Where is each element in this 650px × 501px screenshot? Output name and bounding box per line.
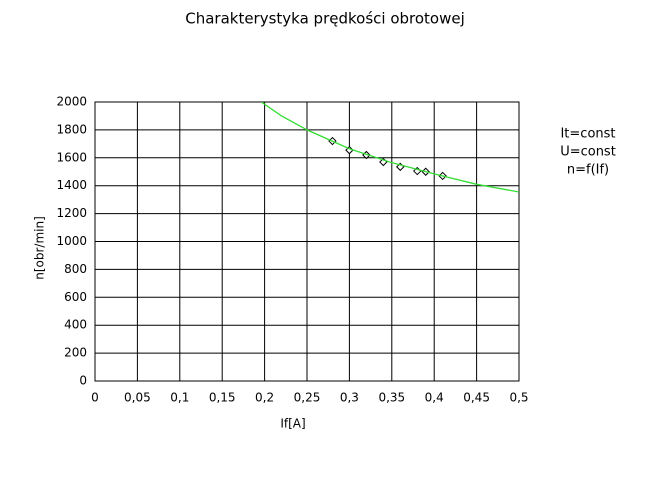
x-tick-label: 0,4 [425, 391, 444, 405]
trend-line [260, 102, 519, 193]
y-tick-label: 600 [64, 290, 87, 304]
y-tick-label: 800 [64, 262, 87, 276]
y-tick-label: 1200 [56, 206, 87, 220]
x-tick-label: 0,5 [509, 391, 528, 405]
x-tick-label: 0,25 [294, 391, 321, 405]
y-tick-label: 200 [64, 346, 87, 360]
chart-title: Charakterystyka prędkości obrotowej [185, 10, 465, 28]
x-tick-label: 0,2 [255, 391, 274, 405]
x-tick-label: 0,3 [340, 391, 359, 405]
x-tick-label: 0,45 [463, 391, 490, 405]
y-tick-label: 1400 [56, 178, 87, 192]
y-tick-label: 0 [79, 374, 87, 388]
y-tick-label: 1000 [56, 234, 87, 248]
x-tick-label: 0 [91, 391, 99, 405]
y-tick-label: 2000 [56, 95, 87, 109]
x-axis-label: If[A] [280, 417, 305, 431]
x-tick-label: 0,05 [124, 391, 151, 405]
y-tick-label: 400 [64, 318, 87, 332]
annotation: n=f(If) [567, 163, 609, 178]
y-axis-label: n[obr/min] [33, 216, 47, 280]
x-tick-label: 0,35 [378, 391, 405, 405]
annotation: It=const [560, 127, 615, 142]
x-tick-label: 0,1 [170, 391, 189, 405]
annotation: U=const [560, 145, 616, 160]
x-tick-label: 0,15 [209, 391, 236, 405]
plot-border [94, 101, 520, 382]
y-tick-label: 1800 [56, 122, 87, 136]
y-tick-label: 1600 [56, 150, 87, 164]
